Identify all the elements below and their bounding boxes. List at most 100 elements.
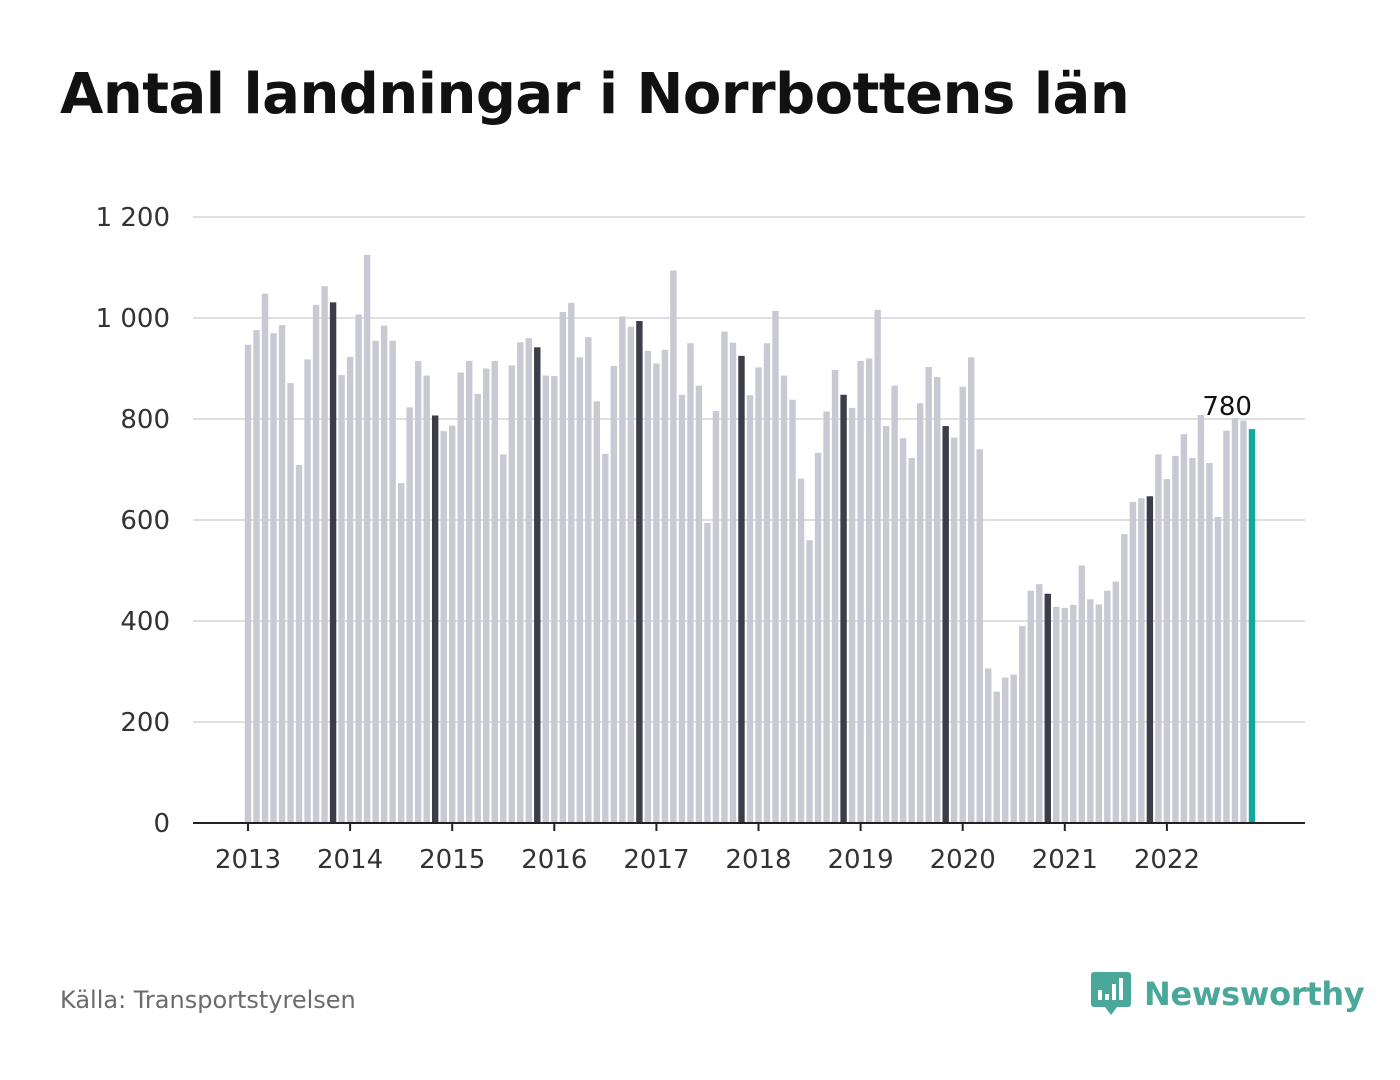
bar xyxy=(534,347,541,823)
x-tick-label: 2017 xyxy=(623,845,689,875)
bar xyxy=(363,254,371,823)
x-tick-label: 2018 xyxy=(725,845,791,875)
chart-title: Antal landningar i Norrbottens län xyxy=(60,62,1130,127)
bar xyxy=(942,426,949,823)
bar xyxy=(568,302,575,824)
bar xyxy=(899,438,907,823)
last-value-label: 780 xyxy=(1202,392,1252,422)
bar xyxy=(491,360,498,823)
bar xyxy=(329,302,337,824)
bar xyxy=(1019,626,1026,823)
bar xyxy=(763,343,771,823)
x-tick-label: 2019 xyxy=(828,845,894,875)
bar xyxy=(1002,677,1009,823)
y-tick-label: 600 xyxy=(120,506,170,536)
bar xyxy=(755,367,762,823)
bar xyxy=(831,370,839,823)
x-tick-label: 2022 xyxy=(1134,845,1200,875)
bar xyxy=(1078,565,1086,823)
bar xyxy=(993,691,1000,823)
bar xyxy=(1053,606,1060,823)
bar xyxy=(1223,430,1230,823)
x-tick-label: 2021 xyxy=(1032,845,1098,875)
bar xyxy=(976,449,983,823)
y-tick-label: 800 xyxy=(120,405,170,435)
x-axis-ticks: 2013 2014 2015 2016 2017 2018 2019 2020 2021 2022 xyxy=(215,823,1200,875)
bar xyxy=(1155,454,1162,823)
bar xyxy=(814,452,822,823)
y-tick-label: 200 xyxy=(120,708,170,738)
bar xyxy=(380,325,388,823)
bars xyxy=(244,254,1256,824)
bar xyxy=(321,286,328,823)
bar xyxy=(1248,429,1256,823)
bar xyxy=(287,383,294,823)
bar xyxy=(1214,516,1222,823)
bar xyxy=(797,478,805,823)
bar xyxy=(389,340,396,823)
y-axis-ticks: 0 200 400 600 800 1 000 1 200 xyxy=(96,203,170,839)
bar xyxy=(746,395,754,823)
bar xyxy=(1189,457,1196,823)
bar xyxy=(874,309,881,823)
bar xyxy=(1036,584,1043,823)
source-note: Källa: Transportstyrelsen xyxy=(60,986,356,1014)
bar xyxy=(1070,604,1077,823)
bar xyxy=(670,270,677,823)
brand-name: Newsworthy xyxy=(1144,975,1365,1013)
bar xyxy=(644,350,652,823)
x-tick-label: 2013 xyxy=(215,845,281,875)
bar xyxy=(1010,674,1017,823)
bar-chart-speech-bubble-icon xyxy=(1091,972,1131,1015)
bar xyxy=(270,333,277,823)
bar xyxy=(431,415,439,823)
bar xyxy=(704,523,711,823)
bar xyxy=(423,375,430,823)
bar xyxy=(1027,590,1034,823)
bar xyxy=(627,326,635,823)
bar xyxy=(738,355,745,823)
bar xyxy=(1138,498,1145,823)
x-tick-label: 2016 xyxy=(521,845,587,875)
bar xyxy=(1172,455,1179,823)
bar xyxy=(840,394,847,823)
y-tick-label: 0 xyxy=(153,809,170,839)
bar xyxy=(1129,501,1137,823)
bar xyxy=(576,357,584,823)
bar xyxy=(551,376,558,823)
x-tick-label: 2020 xyxy=(930,845,996,875)
bar xyxy=(687,343,694,823)
bar xyxy=(1104,590,1111,823)
bar xyxy=(721,331,728,823)
bar xyxy=(278,325,286,823)
y-tick-label: 1 000 xyxy=(96,304,170,334)
bar xyxy=(1206,462,1213,823)
bar xyxy=(865,358,873,823)
bar xyxy=(474,393,481,823)
bar xyxy=(789,399,796,823)
bar xyxy=(1163,479,1171,823)
bar xyxy=(295,464,303,823)
bar xyxy=(542,375,549,823)
bar xyxy=(466,360,473,823)
bar xyxy=(882,426,890,823)
bar xyxy=(253,330,260,823)
bar xyxy=(1121,534,1128,823)
bar xyxy=(483,368,490,823)
bar xyxy=(338,375,345,823)
bar xyxy=(517,342,524,823)
bar xyxy=(1197,414,1205,823)
bar xyxy=(925,366,932,823)
bar xyxy=(593,401,601,823)
bar xyxy=(585,337,592,823)
brand-logo[interactable]: Newsworthy xyxy=(1090,970,1365,1018)
bar xyxy=(346,356,354,823)
bar xyxy=(678,394,686,823)
y-tick-label: 400 xyxy=(120,607,170,637)
bar xyxy=(525,338,532,823)
bar xyxy=(304,359,311,823)
bar xyxy=(610,365,618,823)
bar xyxy=(1112,581,1120,823)
bar xyxy=(1087,599,1094,823)
y-tick-label: 1 200 xyxy=(96,203,170,233)
